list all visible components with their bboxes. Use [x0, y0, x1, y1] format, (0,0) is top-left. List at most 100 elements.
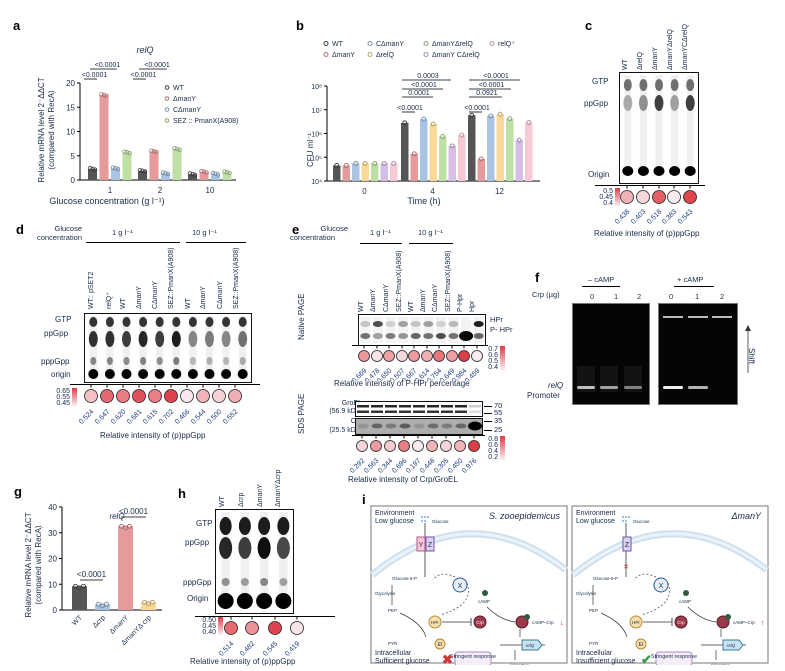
panel-i-label: i — [362, 492, 366, 507]
groel-band — [441, 405, 453, 408]
tlc-spot — [154, 369, 165, 379]
heat-scale-bar — [72, 388, 77, 406]
diagram-title: S. zooepidemicus — [489, 511, 561, 521]
g-bar — [95, 604, 110, 610]
heat-scale-label: 0.5 — [488, 358, 498, 365]
env-label: Environment — [576, 510, 615, 517]
hpr-band — [410, 321, 421, 327]
glucose-dot — [421, 516, 423, 518]
a-point — [142, 169, 148, 174]
d-band-origin: origin — [51, 370, 71, 379]
heat-scale-label: 0.4 — [603, 200, 613, 207]
groel-band — [455, 405, 467, 408]
b-point — [440, 134, 446, 139]
g-xtick-label: WT — [71, 614, 84, 627]
phospho-path — [439, 582, 469, 616]
chart-b: WT CΔmanY ΔmanYΔrelQ relQ⁺ΔmanY ΔrelQ ΔmanY C… — [306, 41, 540, 206]
d-header-concentration: concentration — [36, 233, 82, 242]
lane-label: SEZ::PmanX(A908) — [233, 247, 240, 309]
g6p-label: Glucose-6-P — [392, 576, 417, 581]
a-point — [101, 92, 107, 98]
phpr-band — [459, 331, 474, 341]
b-point — [497, 111, 503, 117]
heat-scale-bar — [500, 346, 505, 370]
lane-label: WT — [408, 301, 415, 312]
g-ytick-label: 20 — [48, 555, 57, 564]
h-band-pppgpp: pppGpp — [183, 578, 212, 587]
lane-label: ΔrelQ — [637, 52, 644, 70]
emsa-smear — [577, 366, 595, 392]
heat-scale-label: 0.45 — [56, 400, 70, 407]
tlc-smear — [139, 316, 147, 372]
panel-e-native-caption: Relative intensity of P-HPr percentage — [334, 379, 470, 388]
a-point — [201, 169, 207, 174]
b-point — [353, 160, 359, 166]
tlc-spot — [189, 357, 196, 365]
crp-label: Crp — [677, 620, 685, 625]
heat-value-label: 0.615 — [142, 408, 159, 425]
heat-scale-label: 0.45 — [202, 623, 216, 630]
a-point — [210, 170, 216, 176]
hpr-label: HPr — [632, 620, 640, 625]
a-pvalue: <0.0001 — [144, 62, 170, 69]
b-legend-label: ΔmanYΔrelQ — [432, 41, 473, 48]
b-bar — [496, 114, 504, 181]
hpr-band — [448, 321, 459, 327]
b-point — [362, 160, 368, 166]
pep-to-pyr-arrow — [600, 612, 628, 638]
tlc-spot — [623, 95, 633, 111]
a-ytick-label: 0 — [71, 176, 76, 185]
heat-circle — [116, 389, 130, 403]
lane-label: relQ⁺ — [106, 292, 113, 309]
marker-tick — [484, 406, 492, 407]
phospho-path2 — [633, 573, 657, 581]
tlc-spot — [236, 593, 253, 609]
camp-crp-label: cAMP–Crp — [733, 620, 755, 625]
a-point — [174, 146, 180, 152]
phpr-band — [398, 333, 409, 339]
blocked-x-icon: ✕ — [623, 564, 629, 571]
heat-value-label: 0.403 — [630, 208, 647, 225]
lane-label: ΔmanY — [652, 47, 659, 70]
crp-bg — [356, 419, 482, 434]
g-point — [81, 583, 86, 589]
groel-band — [469, 405, 481, 408]
a-point — [99, 92, 104, 97]
heat-circle — [396, 350, 408, 362]
hpr-band — [398, 321, 409, 327]
groel-band — [427, 405, 439, 408]
groel-band — [371, 410, 383, 413]
f-minus-camp: – cAMP — [588, 275, 615, 284]
b-bar — [458, 135, 466, 181]
heat-scale-label: 0.4 — [488, 448, 498, 455]
heat-circle — [100, 389, 114, 403]
panel-a-label: a — [13, 18, 21, 33]
phpr-band — [448, 333, 459, 339]
b-legend-marker — [489, 41, 495, 46]
phpr-band — [410, 333, 421, 339]
groel-band — [413, 410, 425, 413]
dose: 0 — [590, 292, 595, 301]
hpr-protein — [428, 615, 442, 629]
e-band-hpr: HPr — [490, 315, 503, 324]
a-point — [163, 171, 168, 176]
heat-value-label: 0.647 — [94, 408, 111, 425]
tlc-spot — [240, 578, 249, 586]
emsa-free-probe — [600, 386, 618, 389]
b-pvalue-4h: 0.0001 — [408, 90, 430, 97]
camp-label: cAMP — [679, 599, 691, 604]
groel-band — [371, 405, 383, 408]
e-sds-page-label: SDS PAGE — [297, 393, 306, 434]
gene-label: relQ — [526, 643, 535, 648]
camp-molecule — [683, 590, 689, 596]
tlc-spot — [188, 317, 197, 327]
groel-band — [385, 410, 397, 413]
a-ytick-label: 15 — [66, 103, 75, 112]
groel-band — [413, 405, 425, 408]
panel-e-sds-heat-row: 0.2920.5630.3440.6960.1970.4480.3050.450… — [350, 435, 505, 474]
heat-circle — [468, 440, 480, 452]
panel-f-emsa-gel-minus — [572, 303, 650, 405]
lane-label: CΔmanY — [152, 280, 159, 309]
g-point — [119, 523, 124, 529]
tlc-smear — [205, 316, 214, 372]
